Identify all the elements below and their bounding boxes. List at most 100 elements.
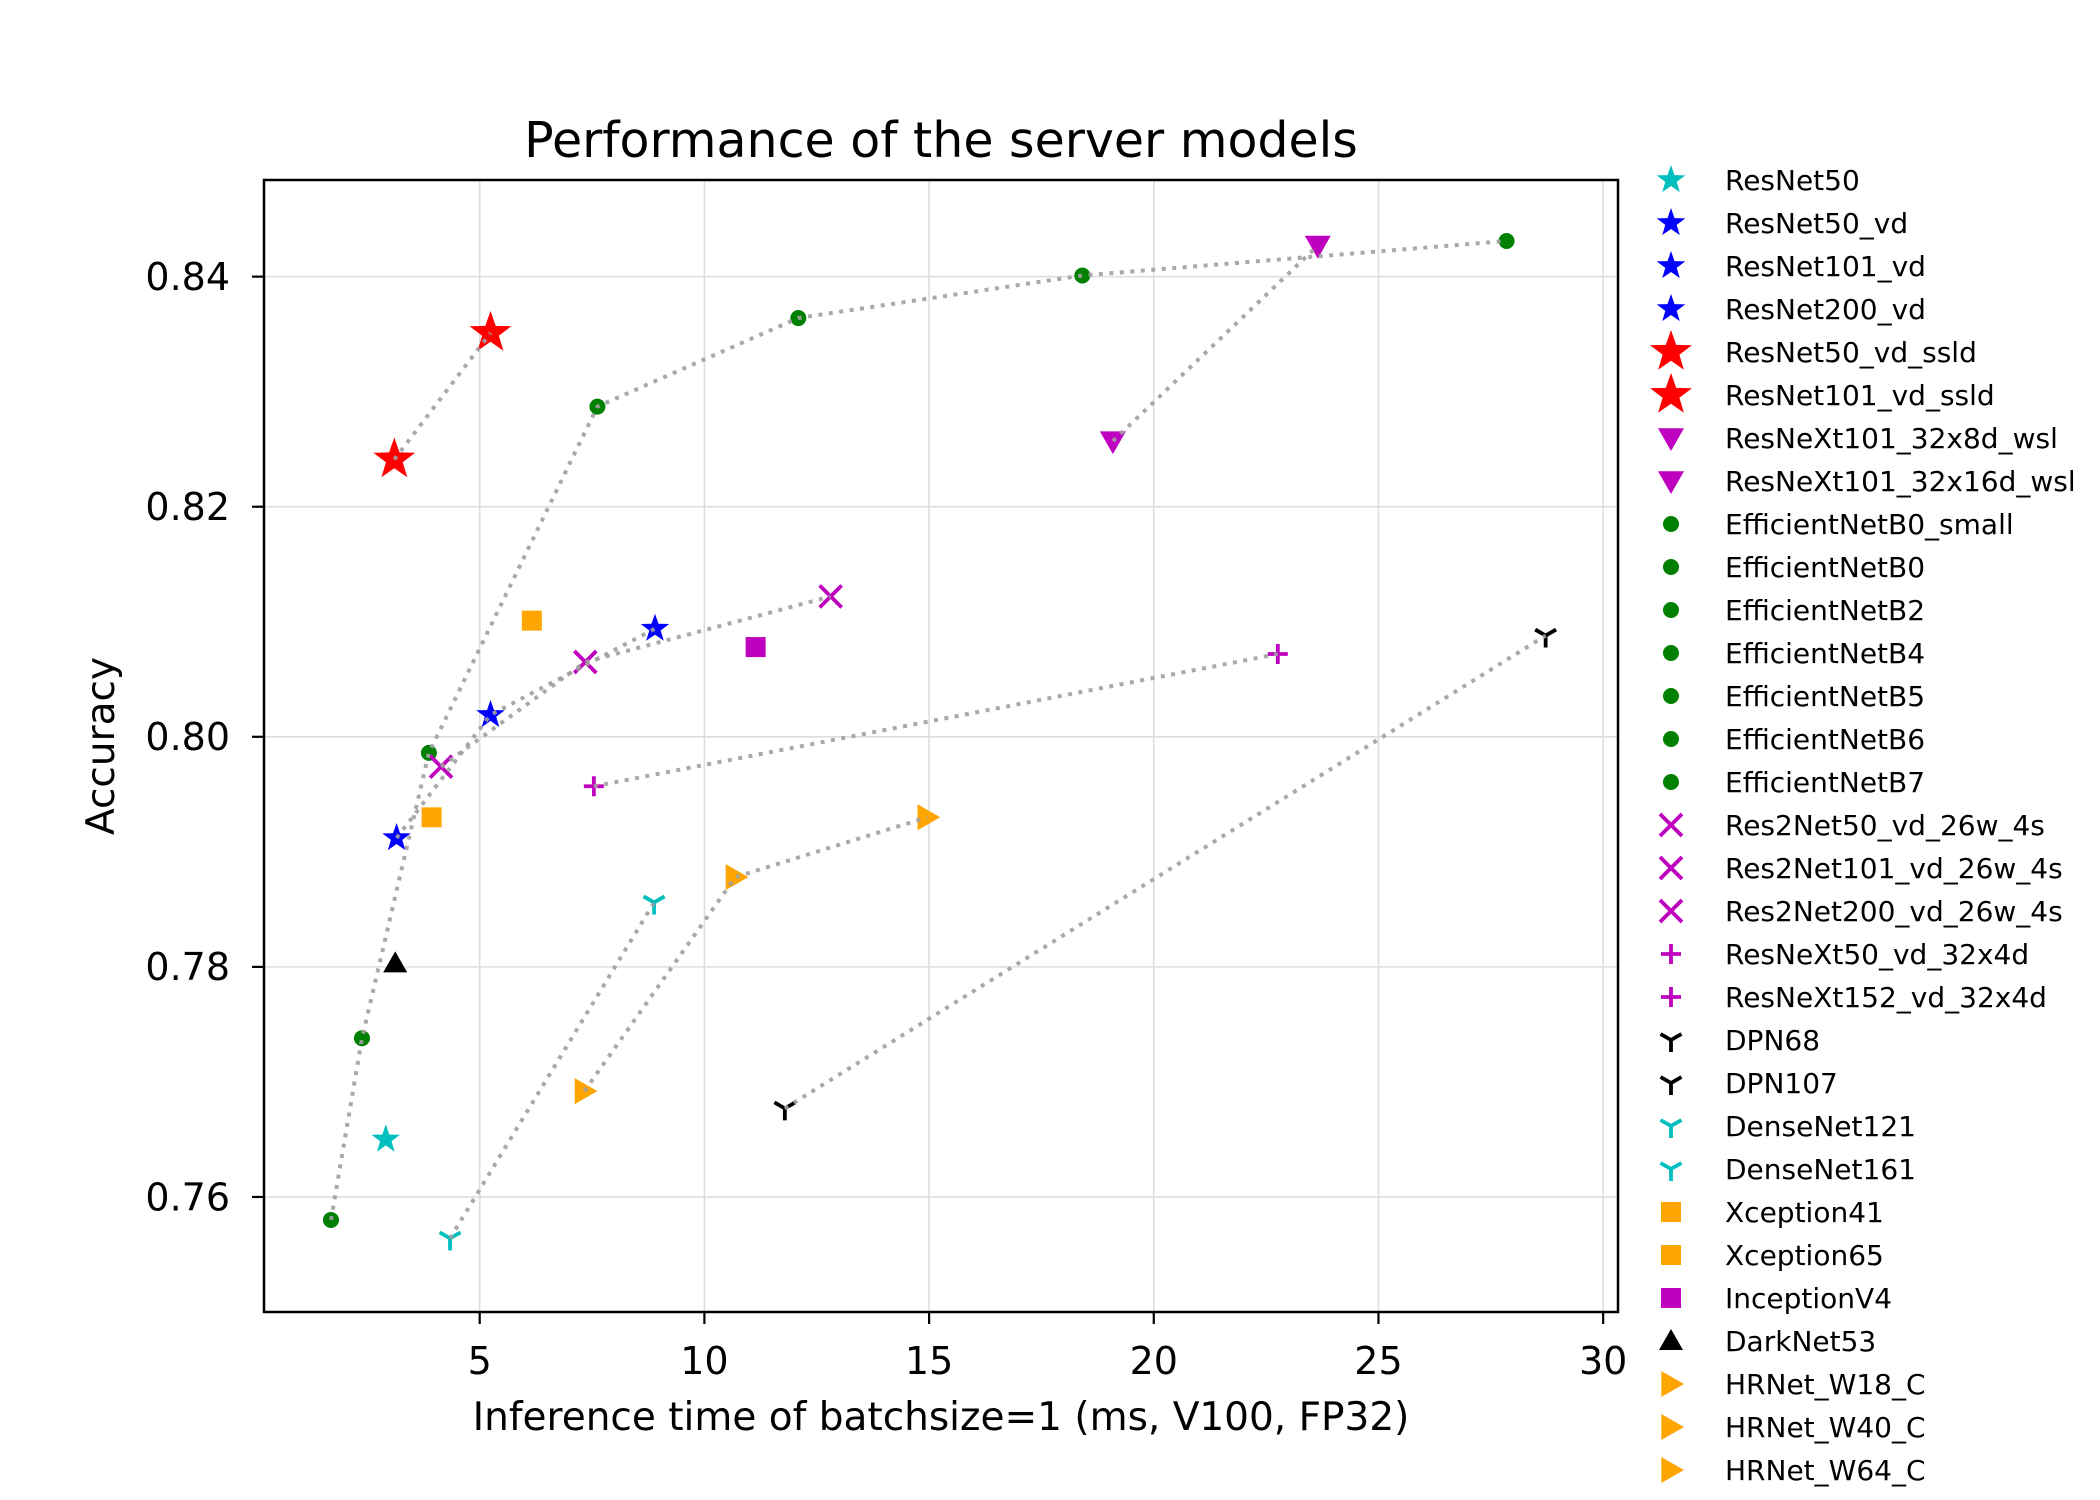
legend-entry-res2net101-vd-26w-4s: Res2Net101_vd_26w_4s [1658, 852, 2063, 885]
legend-entry-resnext50-vd-32x4d: ResNeXt50_vd_32x4d [1661, 938, 2029, 971]
legend-entry-hrnet-w64-c: HRNet_W64_C [1661, 1454, 1926, 1487]
point-resnet101-vd-ssld [469, 311, 512, 351]
legend-marker-resnext50-vd-32x4d [1661, 944, 1681, 964]
legend-marker-xception41 [1661, 1202, 1681, 1222]
legend-label: ResNet101_vd_ssld [1725, 379, 1995, 412]
point-efficientnetb7 [1498, 232, 1515, 249]
connector-line [329, 239, 1507, 1221]
point-efficientnetb6 [1074, 267, 1091, 284]
legend-label: EfficientNetB5 [1725, 680, 1925, 713]
legend-marker-resnet50 [1656, 165, 1686, 193]
legend-entry-dpn68: DPN68 [1659, 1024, 1820, 1057]
point-resnext101-32x16d-wsl [1304, 235, 1331, 259]
y-tick-label: 0.76 [145, 1175, 230, 1219]
x-tick-label: 30 [1579, 1339, 1627, 1383]
legend: ResNet50 ResNet50_vd ResNet101_vd ResNet200… [1650, 164, 2076, 1487]
point-xception65 [521, 610, 542, 631]
connector-line [783, 633, 1547, 1111]
legend-label: DarkNet53 [1725, 1325, 1876, 1358]
connector-line [439, 594, 832, 769]
legend-label: EfficientNetB0 [1725, 551, 1925, 584]
point-resnext101-32x8d-wsl [1099, 431, 1126, 455]
legend-label: EfficientNetB0_small [1725, 508, 2014, 541]
point-inceptionv4 [745, 637, 766, 658]
legend-marker-efficientnetb7 [1663, 774, 1679, 790]
legend-entry-resnet200-vd: ResNet200_vd [1656, 293, 1926, 326]
legend-label: Xception65 [1725, 1239, 1884, 1272]
legend-label: HRNet_W18_C [1725, 1368, 1926, 1401]
axis-ticks: 5 10 15 20 25 30 0.76 0.78 0.80 0.82 0.84 [145, 255, 1627, 1383]
legend-entry-efficientnetb0-small: EfficientNetB0_small [1663, 508, 2014, 541]
legend-marker-dpn68 [1659, 1032, 1683, 1052]
legend-entry-darknet53: DarkNet53 [1659, 1325, 1876, 1358]
legend-entry-resnet50: ResNet50 [1656, 164, 1860, 197]
legend-label: Res2Net50_vd_26w_4s [1725, 809, 2045, 842]
point-resnet50 [371, 1124, 400, 1152]
legend-label: DenseNet161 [1725, 1153, 1916, 1186]
legend-entry-resnet50-vd-ssld: ResNet50_vd_ssld [1650, 330, 1977, 370]
legend-marker-resnet50-vd [1656, 208, 1686, 236]
legend-entry-res2net50-vd-26w-4s: Res2Net50_vd_26w_4s [1658, 809, 2045, 842]
legend-entry-xception41: Xception41 [1661, 1196, 1884, 1229]
connector-line [448, 901, 656, 1240]
legend-entry-resnext101-32x8d-wsl: ResNeXt101_32x8d_wsl [1658, 422, 2058, 455]
legend-marker-res2net101-vd-26w-4s [1658, 855, 1684, 881]
point-resnet101-vd [476, 699, 505, 728]
legend-marker-darknet53 [1659, 1329, 1683, 1350]
grid [264, 180, 1618, 1312]
point-res2net50-vd-26w-4s [428, 754, 454, 780]
legend-marker-hrnet-w18-c [1661, 1371, 1684, 1397]
connector-line [593, 652, 1279, 789]
legend-entry-efficientnetb5: EfficientNetB5 [1663, 680, 1925, 713]
legend-entry-resnet101-vd-ssld: ResNet101_vd_ssld [1650, 373, 1995, 413]
legend-entry-efficientnetb0: EfficientNetB0 [1663, 551, 1925, 584]
legend-label: EfficientNetB4 [1725, 637, 1925, 670]
y-tick-label: 0.80 [145, 715, 230, 759]
legend-label: HRNet_W64_C [1725, 1454, 1926, 1487]
y-tick-label: 0.82 [145, 485, 230, 529]
legend-entry-efficientnetb4: EfficientNetB4 [1663, 637, 1925, 670]
legend-entry-resnext101-32x16d-wsl: ResNeXt101_32x16d_wsl [1658, 465, 2076, 498]
legend-label: ResNet101_vd [1725, 250, 1926, 283]
legend-entry-densenet161: DenseNet161 [1659, 1153, 1916, 1186]
legend-marker-densenet121 [1659, 1118, 1683, 1138]
legend-marker-res2net200-vd-26w-4s [1658, 898, 1684, 924]
legend-label: EfficientNetB2 [1725, 594, 1925, 627]
legend-entry-res2net200-vd-26w-4s: Res2Net200_vd_26w_4s [1658, 895, 2063, 928]
legend-label: ResNet200_vd [1725, 293, 1926, 326]
point-hrnet-w64-c [917, 804, 941, 831]
legend-marker-efficientnetb4 [1663, 645, 1679, 661]
legend-entry-inceptionv4: InceptionV4 [1661, 1282, 1892, 1315]
legend-marker-res2net50-vd-26w-4s [1658, 812, 1684, 838]
connector-lines [329, 239, 1547, 1240]
legend-entry-dpn107: DPN107 [1659, 1067, 1838, 1100]
legend-label: ResNeXt101_32x8d_wsl [1725, 422, 2058, 455]
legend-label: DPN68 [1725, 1024, 1820, 1057]
legend-marker-resnet50-vd-ssld [1650, 330, 1692, 370]
point-xception41 [421, 807, 442, 828]
legend-entry-efficientnetb7: EfficientNetB7 [1663, 766, 1925, 799]
point-efficientnetb0 [353, 1030, 370, 1047]
legend-label: Res2Net101_vd_26w_4s [1725, 852, 2063, 885]
x-tick-label: 15 [905, 1339, 953, 1383]
legend-label: ResNet50_vd [1725, 207, 1908, 240]
legend-marker-hrnet-w64-c [1661, 1457, 1684, 1483]
plot-marks [322, 232, 1558, 1251]
legend-marker-efficientnetb6 [1663, 731, 1679, 747]
legend-label: Res2Net200_vd_26w_4s [1725, 895, 2063, 928]
legend-marker-resnet200-vd [1656, 294, 1686, 322]
legend-label: ResNeXt152_vd_32x4d [1725, 981, 2047, 1014]
legend-label: EfficientNetB7 [1725, 766, 1925, 799]
legend-label: Xception41 [1725, 1196, 1884, 1229]
x-tick-label: 25 [1354, 1339, 1402, 1383]
point-resnext152-vd-32x4d [1267, 643, 1288, 664]
legend-label: DPN107 [1725, 1067, 1838, 1100]
legend-marker-xception65 [1661, 1245, 1681, 1265]
legend-label: ResNeXt101_32x16d_wsl [1725, 465, 2076, 498]
connector-line [582, 815, 928, 1093]
x-axis-label: Inference time of batchsize=1 (ms, V100,… [473, 1395, 1410, 1440]
legend-entry-resnet50-vd: ResNet50_vd [1656, 207, 1908, 240]
legend-label: ResNet50 [1725, 164, 1860, 197]
legend-marker-resnext101-32x16d-wsl [1658, 471, 1684, 494]
